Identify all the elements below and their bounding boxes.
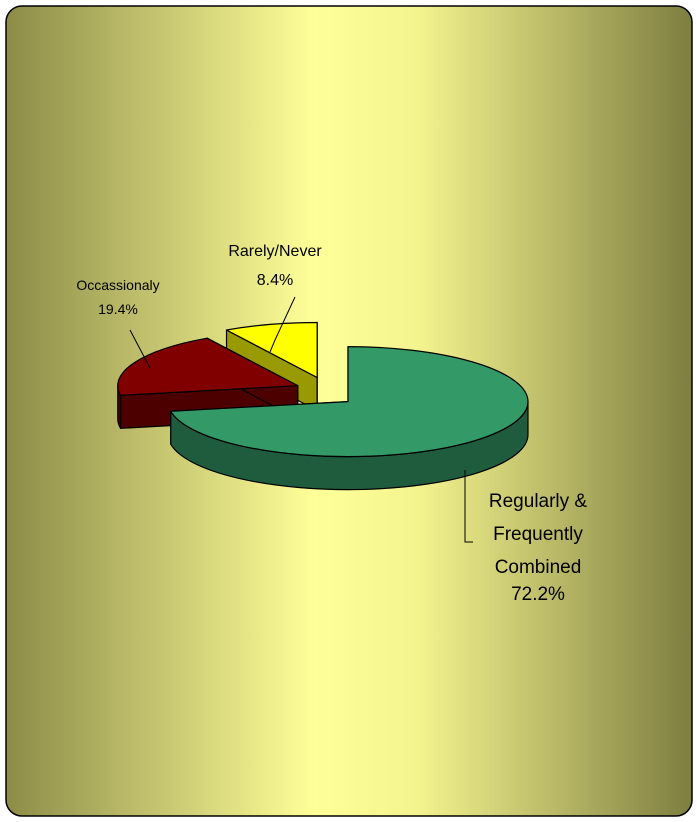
pie: [117, 321, 529, 491]
value-label: 72.2%: [511, 584, 565, 605]
slice: [225, 321, 318, 379]
slice-label: Rarely/Never: [228, 243, 322, 260]
slice: [170, 346, 529, 458]
leader-line: [129, 329, 151, 369]
value-label: 19.4%: [98, 301, 138, 317]
value-label: 8.4%: [256, 272, 294, 289]
slice: [117, 337, 299, 396]
leader-line: [269, 296, 296, 353]
slice-label: Occassionaly: [76, 277, 160, 293]
leader-line: [464, 470, 473, 543]
slice-label: Regularly & Frequently Combined: [488, 491, 588, 578]
